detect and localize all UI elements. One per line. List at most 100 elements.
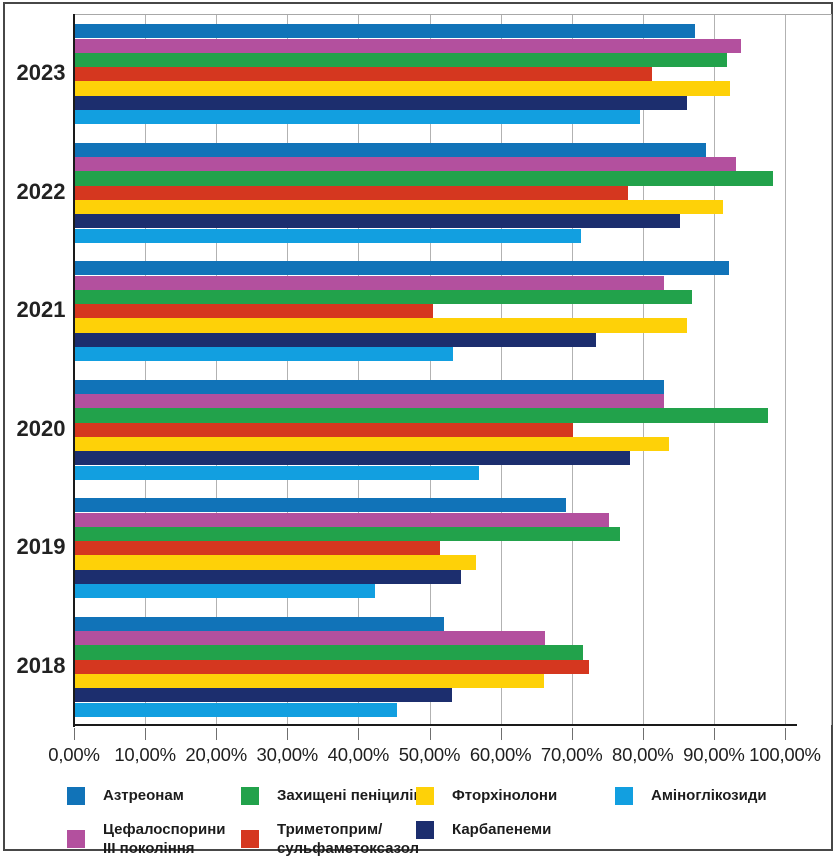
bar-2023-series-1 xyxy=(75,38,741,53)
legend-item: Триметоприм/ сульфаметоксазол xyxy=(241,820,419,858)
bar-2023-series-4 xyxy=(75,81,730,96)
bar-2023-series-6 xyxy=(75,110,641,125)
bar-2018-series-2 xyxy=(75,645,583,660)
chart-frame: 0,00% 10,00% 20,00% 30,00% 40,00% 50,00% 60,00… xyxy=(3,2,836,857)
gridline xyxy=(785,15,786,726)
bar-2023-series-0 xyxy=(75,24,695,39)
x-axis-tick xyxy=(358,728,360,740)
year-label-2018: 2018 xyxy=(16,652,66,678)
bar-2021-series-2 xyxy=(75,289,693,305)
bar-2021-series-4 xyxy=(75,318,688,333)
gridline xyxy=(642,15,644,726)
x-axis-tick xyxy=(642,728,644,740)
legend-label: Захищені пеніциліни xyxy=(277,787,432,804)
bar-2019-series-2 xyxy=(75,526,621,542)
bar-2019-series-6 xyxy=(75,584,375,599)
x-tick-label: 30,00% xyxy=(256,744,319,765)
bar-2020-series-6 xyxy=(75,465,479,480)
gridline xyxy=(429,15,431,726)
bar-2019-series-1 xyxy=(75,512,609,527)
bar-2021-series-3 xyxy=(75,304,433,319)
year-label-2020: 2020 xyxy=(16,415,66,441)
gridline xyxy=(571,15,573,726)
x-axis-tick xyxy=(145,728,147,740)
legend-label: Триметоприм/ сульфаметоксазол xyxy=(277,821,420,857)
legend-swatch-icon xyxy=(67,786,85,805)
y-axis-line xyxy=(73,14,75,727)
bar-2022-series-4 xyxy=(75,199,724,215)
bar-2018-series-1 xyxy=(75,631,545,646)
x-tick-label: 20,00% xyxy=(185,744,247,765)
x-tick-label: 100,00% xyxy=(749,744,821,765)
x-tick-label: 70,00% xyxy=(540,744,603,765)
bar-2020-series-1 xyxy=(75,394,665,409)
bar-2019-series-4 xyxy=(75,555,476,570)
x-axis-line xyxy=(73,724,797,726)
x-axis-tick xyxy=(713,728,715,740)
legend-label: Аміноглікозиди xyxy=(651,787,767,804)
year-label-2022: 2022 xyxy=(16,178,66,204)
bar-2021-series-1 xyxy=(75,275,665,290)
gridline xyxy=(713,15,715,726)
bar-2022-series-3 xyxy=(75,185,629,200)
legend-swatch-icon xyxy=(416,820,434,839)
legend-label: Азтреонам xyxy=(103,787,184,804)
bar-2022-series-6 xyxy=(75,228,582,243)
x-axis-tick xyxy=(785,728,786,740)
bar-2020-series-0 xyxy=(75,379,664,394)
bar-2020-series-2 xyxy=(75,408,769,423)
bar-2021-series-6 xyxy=(75,347,453,362)
legend: Азтреонам Захищені пеніциліни Фторхінолони… xyxy=(5,776,836,857)
bar-2021-series-5 xyxy=(75,332,597,347)
legend-item: Захищені пеніциліни xyxy=(241,786,432,805)
legend-swatch-icon xyxy=(241,786,259,805)
bar-2019-series-5 xyxy=(75,569,462,584)
legend-item: Карбапенеми xyxy=(416,820,551,839)
bar-2022-series-1 xyxy=(75,157,736,172)
bar-2023-series-2 xyxy=(75,52,727,68)
legend-item: Аміноглікозиди xyxy=(615,786,767,805)
gridline xyxy=(216,15,218,726)
x-axis-tick xyxy=(216,728,218,740)
legend-item: Фторхінолони xyxy=(416,786,557,805)
bar-2022-series-2 xyxy=(75,171,774,186)
x-tick-label: 60,00% xyxy=(469,744,532,765)
legend-item: Азтреонам xyxy=(67,786,184,805)
x-tick-label: 40,00% xyxy=(327,744,390,765)
year-label-2019: 2019 xyxy=(16,534,66,560)
bar-2018-series-3 xyxy=(75,659,590,674)
gridline xyxy=(287,15,289,726)
bar-2023-series-5 xyxy=(75,95,687,110)
bar-2018-series-5 xyxy=(75,688,452,703)
gridline xyxy=(145,15,147,726)
bar-2022-series-5 xyxy=(75,214,681,229)
gridline xyxy=(358,15,360,726)
x-axis-tick xyxy=(287,728,289,740)
legend-swatch-icon xyxy=(241,830,259,848)
bar-2019-series-3 xyxy=(75,541,440,556)
bar-2019-series-0 xyxy=(75,498,566,513)
legend-item: Цефалоспорини III покоління xyxy=(67,820,225,858)
x-axis-tick xyxy=(500,728,502,740)
legend-swatch-icon xyxy=(67,830,85,848)
x-tick-label: 80,00% xyxy=(612,744,674,765)
x-tick-label: 90,00% xyxy=(683,744,745,765)
bar-2018-series-4 xyxy=(75,673,544,689)
legend-label: Карбапенеми xyxy=(452,821,552,838)
bar-2020-series-4 xyxy=(75,436,669,452)
bar-2023-series-3 xyxy=(75,67,652,82)
legend-swatch-icon xyxy=(615,786,633,805)
bar-2018-series-6 xyxy=(75,702,398,717)
bar-2018-series-0 xyxy=(75,616,444,631)
x-axis-tick xyxy=(429,728,431,740)
plot-area xyxy=(74,14,832,726)
bar-2020-series-3 xyxy=(75,422,573,437)
year-label-2021: 2021 xyxy=(16,297,66,323)
legend-label: Фторхінолони xyxy=(452,787,558,804)
bar-2020-series-5 xyxy=(75,451,630,466)
bar-2022-series-0 xyxy=(75,142,706,157)
x-tick-label: 50,00% xyxy=(398,744,461,765)
legend-label: Цефалоспорини III покоління xyxy=(103,821,226,857)
x-tick-label: 10,00% xyxy=(114,744,176,765)
